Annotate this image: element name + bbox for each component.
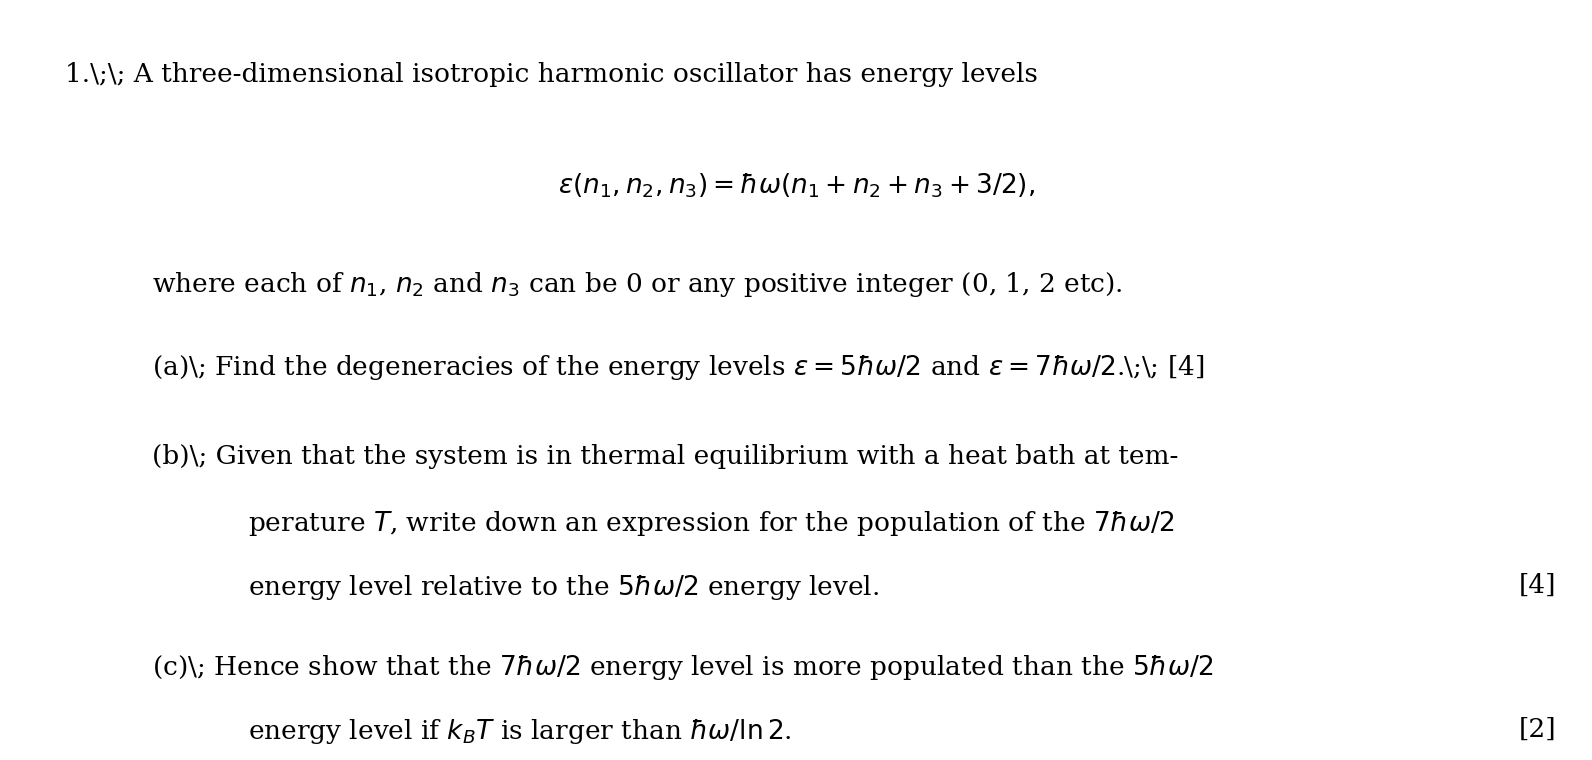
Text: where each of $n_1$, $n_2$ and $n_3$ can be 0 or any positive integer (0, 1, 2 e: where each of $n_1$, $n_2$ and $n_3$ can… [153,271,1122,299]
Text: (b)\; Given that the system is in thermal equilibrium with a heat bath at tem-: (b)\; Given that the system is in therma… [153,445,1178,470]
Text: energy level if $k_BT$ is larger than $\hbar\omega/\ln 2$.: energy level if $k_BT$ is larger than $\… [248,717,791,746]
Text: (a)\; Find the degeneracies of the energy levels $\epsilon = 5\hbar\omega/2$ and: (a)\; Find the degeneracies of the energ… [153,353,1205,382]
Text: [2]: [2] [1519,717,1557,742]
Text: 1.\;\; A three-dimensional isotropic harmonic oscillator has energy levels: 1.\;\; A three-dimensional isotropic har… [65,62,1038,87]
Text: $\epsilon(n_1, n_2, n_3) = \hbar\omega(n_1 + n_2 + n_3 + 3/2),$: $\epsilon(n_1, n_2, n_3) = \hbar\omega(n… [557,172,1035,201]
Text: perature $T$, write down an expression for the population of the $7\hbar\omega/2: perature $T$, write down an expression f… [248,508,1173,538]
Text: [4]: [4] [1519,573,1557,598]
Text: (c)\; Hence show that the $7\hbar\omega/2$ energy level is more populated than t: (c)\; Hence show that the $7\hbar\omega/… [153,653,1213,682]
Text: energy level relative to the $5\hbar\omega/2$ energy level.: energy level relative to the $5\hbar\ome… [248,573,879,602]
